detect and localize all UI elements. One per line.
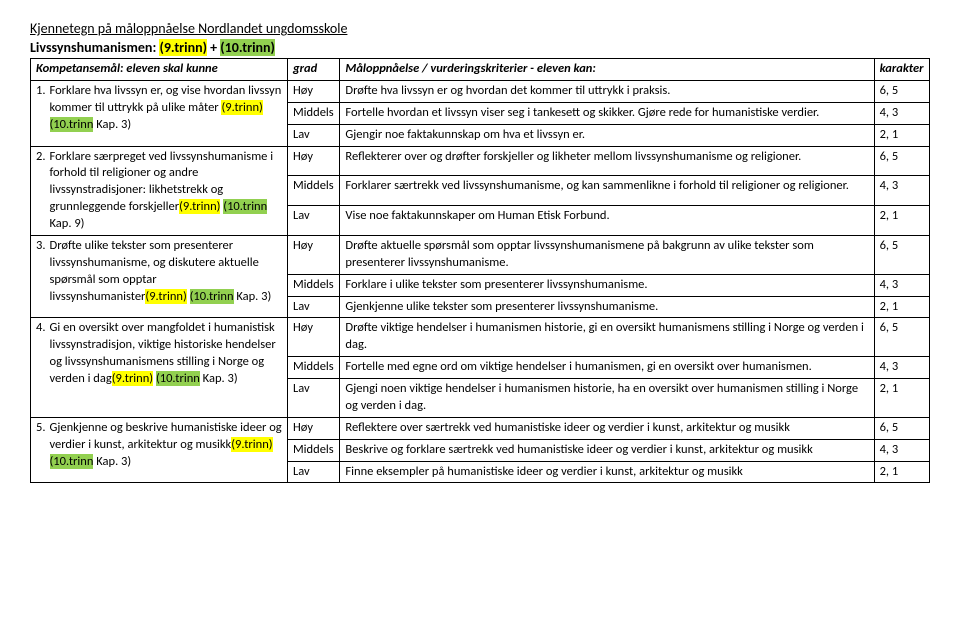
criteria-table: Kompetansemål: eleven skal kunne grad Må… <box>30 58 930 483</box>
page-header-title: Kjennetegn på måloppnåelse Nordlandet un… <box>30 20 930 37</box>
criteria-cell: Gjengir noe faktakunnskap om hva et livs… <box>340 124 874 146</box>
goal-number: 5. <box>36 420 46 437</box>
goal-cell: 2.Forklare særpreget ved livssynshumanis… <box>31 146 288 235</box>
karakter-cell: 2, 1 <box>874 206 929 236</box>
criteria-cell: Drøfte aktuelle spørsmål som opptar livs… <box>340 235 874 274</box>
goal-green-ref: (10.trinn <box>50 454 94 469</box>
karakter-cell: 4, 3 <box>874 274 929 296</box>
karakter-cell: 4, 3 <box>874 439 929 461</box>
goal-green-ref: (10.trinn <box>190 289 234 304</box>
goal-cell: 5.Gjenkjenne og beskrive humanistiske id… <box>31 417 288 483</box>
goal-number: 4. <box>36 320 46 337</box>
goal-cell: 1.Forklare hva livssyn er, og vise hvord… <box>31 80 288 146</box>
table-row: 5.Gjenkjenne og beskrive humanistiske id… <box>31 417 930 439</box>
table-header-row: Kompetansemål: eleven skal kunne grad Må… <box>31 59 930 81</box>
th-goal: Kompetansemål: eleven skal kunne <box>31 59 288 81</box>
grad-cell: Lav <box>288 124 340 146</box>
th-crit: Måloppnåelse / vurderingskriterier - ele… <box>340 59 874 81</box>
grad-cell: Høy <box>288 235 340 274</box>
table-row: 4.Gi en oversikt over mangfoldet i human… <box>31 318 930 357</box>
karakter-cell: 6, 5 <box>874 417 929 439</box>
criteria-cell: Reflekterer over og drøfter forskjeller … <box>340 146 874 176</box>
grad-cell: Middels <box>288 176 340 206</box>
goal-yellow-ref: (9.trinn) <box>179 199 220 214</box>
goal-yellow-ref: (9.trinn) <box>145 289 186 304</box>
table-row: 2.Forklare særpreget ved livssynshumanis… <box>31 146 930 176</box>
grad-cell: Lav <box>288 379 340 418</box>
criteria-cell: Finne eksempler på humanistiske ideer og… <box>340 461 874 483</box>
grad-cell: Middels <box>288 274 340 296</box>
goal-yellow-ref: (9.trinn) <box>221 100 262 115</box>
subtitle-green: (10.trinn) <box>220 39 275 56</box>
goal-green-ref: (10.trinn <box>50 117 94 132</box>
th-grad: grad <box>288 59 340 81</box>
goal-yellow-ref: (9.trinn) <box>112 371 153 386</box>
subtitle-plus: + <box>207 39 220 56</box>
karakter-cell: 6, 5 <box>874 235 929 274</box>
goal-cell: 3.Drøfte ulike tekster som presenterer l… <box>31 235 288 318</box>
goal-number: 2. <box>36 149 46 166</box>
karakter-cell: 4, 3 <box>874 176 929 206</box>
grad-cell: Lav <box>288 206 340 236</box>
goal-text: Drøfte ulike tekster som presenterer liv… <box>50 238 283 306</box>
criteria-cell: Beskrive og forklare særtrekk ved humani… <box>340 439 874 461</box>
goal-number: 3. <box>36 238 46 255</box>
karakter-cell: 2, 1 <box>874 124 929 146</box>
karakter-cell: 4, 3 <box>874 102 929 124</box>
criteria-cell: Forklare i ulike tekster som presenterer… <box>340 274 874 296</box>
grad-cell: Middels <box>288 102 340 124</box>
table-row: 1.Forklare hva livssyn er, og vise hvord… <box>31 80 930 102</box>
grad-cell: Lav <box>288 296 340 318</box>
goal-yellow-ref: (9.trinn) <box>231 437 272 452</box>
criteria-cell: Fortelle hvordan et livssyn viser seg i … <box>340 102 874 124</box>
goal-text: Forklare særpreget ved livssynshumanisme… <box>50 149 283 233</box>
criteria-cell: Reflektere over særtrekk ved humanistisk… <box>340 417 874 439</box>
karakter-cell: 2, 1 <box>874 379 929 418</box>
goal-text: Gi en oversikt over mangfoldet i humanis… <box>50 320 283 388</box>
karakter-cell: 6, 5 <box>874 318 929 357</box>
subtitle-text: Livssynshumanismen: <box>30 39 159 56</box>
criteria-cell: Drøfte hva livssyn er og hvordan det kom… <box>340 80 874 102</box>
grad-cell: Høy <box>288 80 340 102</box>
grad-cell: Lav <box>288 461 340 483</box>
karakter-cell: 2, 1 <box>874 296 929 318</box>
goal-text: Forklare hva livssyn er, og vise hvordan… <box>50 83 283 134</box>
goal-text: Gjenkjenne og beskrive humanistiske idee… <box>50 420 283 471</box>
karakter-cell: 6, 5 <box>874 80 929 102</box>
criteria-cell: Drøfte viktige hendelser i humanismen hi… <box>340 318 874 357</box>
goal-green-ref: (10.trinn <box>156 371 200 386</box>
karakter-cell: 6, 5 <box>874 146 929 176</box>
goal-cell: 4.Gi en oversikt over mangfoldet i human… <box>31 318 288 417</box>
grad-cell: Høy <box>288 318 340 357</box>
criteria-cell: Fortelle med egne ord om viktige hendels… <box>340 357 874 379</box>
grad-cell: Høy <box>288 146 340 176</box>
grad-cell: Middels <box>288 439 340 461</box>
criteria-cell: Forklarer særtrekk ved livssynshumanisme… <box>340 176 874 206</box>
criteria-cell: Gjengi noen viktige hendelser i humanism… <box>340 379 874 418</box>
criteria-cell: Gjenkjenne ulike tekster som presenterer… <box>340 296 874 318</box>
table-row: 3.Drøfte ulike tekster som presenterer l… <box>31 235 930 274</box>
grad-cell: Middels <box>288 357 340 379</box>
th-kar: karakter <box>874 59 929 81</box>
page-subtitle: Livssynshumanismen: (9.trinn) + (10.trin… <box>30 39 930 56</box>
subtitle-yellow: (9.trinn) <box>159 39 207 56</box>
karakter-cell: 4, 3 <box>874 357 929 379</box>
criteria-cell: Vise noe faktakunnskaper om Human Etisk … <box>340 206 874 236</box>
grad-cell: Høy <box>288 417 340 439</box>
karakter-cell: 2, 1 <box>874 461 929 483</box>
goal-green-ref: (10.trinn <box>223 199 267 214</box>
goal-number: 1. <box>36 83 46 100</box>
